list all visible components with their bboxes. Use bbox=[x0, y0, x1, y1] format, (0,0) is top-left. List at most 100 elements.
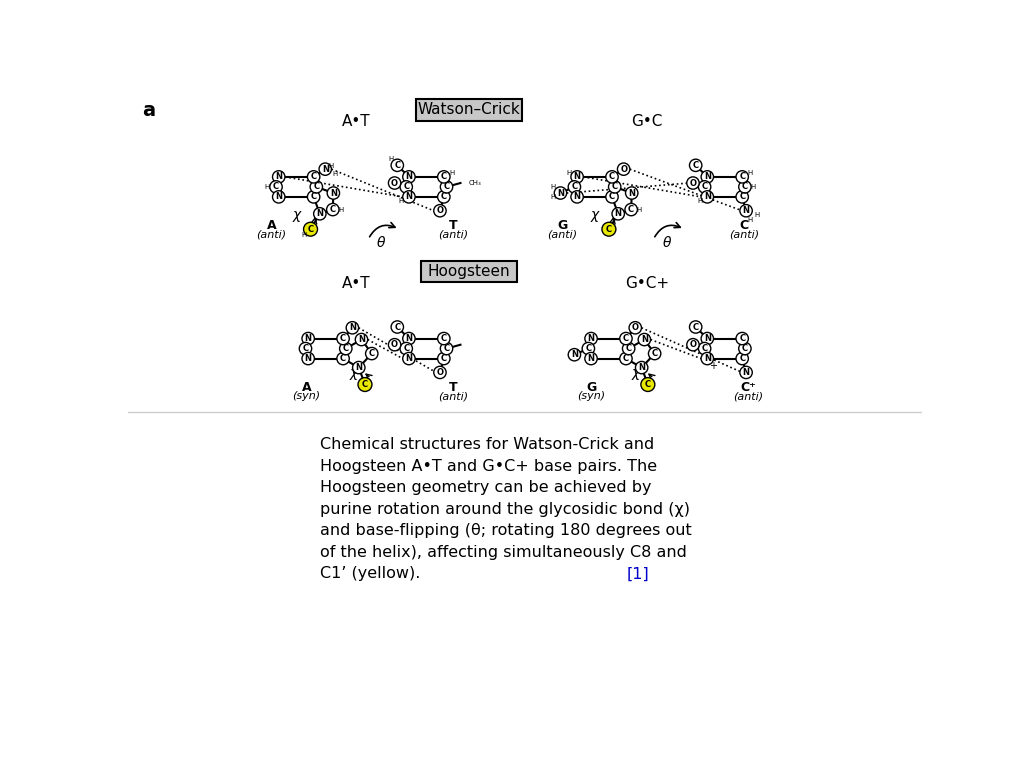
Text: H: H bbox=[264, 184, 269, 190]
Circle shape bbox=[402, 170, 415, 183]
Circle shape bbox=[437, 353, 450, 365]
Text: T: T bbox=[450, 219, 458, 232]
Text: of the helix), affecting simultaneously C8 and: of the helix), affecting simultaneously … bbox=[321, 545, 687, 560]
Text: C: C bbox=[394, 323, 400, 332]
Text: N: N bbox=[703, 172, 711, 181]
Circle shape bbox=[736, 190, 749, 203]
Circle shape bbox=[641, 378, 654, 392]
Circle shape bbox=[554, 187, 566, 199]
Text: O: O bbox=[391, 340, 398, 349]
Circle shape bbox=[623, 343, 635, 355]
Text: A: A bbox=[301, 381, 311, 393]
Text: C: C bbox=[313, 182, 319, 191]
Text: H: H bbox=[550, 184, 555, 190]
Text: (anti): (anti) bbox=[733, 392, 763, 402]
Circle shape bbox=[736, 353, 749, 365]
Text: C: C bbox=[701, 344, 708, 353]
Text: O: O bbox=[632, 323, 639, 333]
Circle shape bbox=[740, 204, 753, 217]
Text: C: C bbox=[394, 161, 400, 170]
Text: C: C bbox=[571, 182, 578, 191]
Text: Watson–Crick: Watson–Crick bbox=[418, 102, 520, 118]
Circle shape bbox=[437, 190, 450, 203]
Circle shape bbox=[648, 347, 660, 359]
Text: H: H bbox=[329, 163, 334, 169]
Circle shape bbox=[437, 333, 450, 345]
Text: N: N bbox=[349, 323, 356, 333]
Circle shape bbox=[388, 177, 400, 189]
Circle shape bbox=[388, 339, 400, 351]
Circle shape bbox=[602, 222, 615, 236]
Circle shape bbox=[402, 333, 415, 345]
Circle shape bbox=[736, 170, 749, 183]
Text: C: C bbox=[701, 182, 708, 191]
Text: C: C bbox=[606, 225, 612, 233]
Text: N: N bbox=[638, 363, 645, 372]
Text: (anti): (anti) bbox=[547, 230, 578, 240]
Circle shape bbox=[608, 180, 621, 193]
Text: H: H bbox=[755, 212, 760, 217]
Text: purine rotation around the glycosidic bond (χ): purine rotation around the glycosidic bo… bbox=[321, 502, 690, 517]
Circle shape bbox=[440, 343, 453, 355]
Circle shape bbox=[636, 362, 648, 374]
Circle shape bbox=[701, 333, 714, 345]
Text: C: C bbox=[440, 354, 446, 363]
Text: and base-flipping (θ; rotating 180 degrees out: and base-flipping (θ; rotating 180 degre… bbox=[321, 523, 692, 538]
Text: C: C bbox=[440, 172, 446, 181]
Circle shape bbox=[302, 353, 314, 365]
FancyBboxPatch shape bbox=[417, 99, 521, 121]
Text: N: N bbox=[305, 334, 311, 343]
Circle shape bbox=[340, 343, 352, 355]
Circle shape bbox=[687, 177, 699, 189]
Text: C: C bbox=[741, 182, 748, 191]
Circle shape bbox=[402, 353, 415, 365]
Text: N: N bbox=[557, 188, 564, 197]
Text: C: C bbox=[302, 344, 308, 353]
Circle shape bbox=[346, 322, 358, 334]
Text: C: C bbox=[623, 354, 629, 363]
Text: (anti): (anti) bbox=[256, 230, 287, 240]
Text: C: C bbox=[739, 192, 745, 201]
Circle shape bbox=[698, 180, 711, 193]
Text: C: C bbox=[443, 344, 450, 353]
Text: N: N bbox=[406, 334, 413, 343]
Circle shape bbox=[303, 222, 317, 236]
Text: (syn): (syn) bbox=[292, 392, 321, 402]
Circle shape bbox=[698, 343, 711, 355]
Text: C: C bbox=[651, 349, 657, 358]
Text: Hoogsteen: Hoogsteen bbox=[428, 264, 510, 279]
Text: G•C+: G•C+ bbox=[626, 276, 670, 290]
Text: C: C bbox=[628, 205, 634, 214]
Text: C: C bbox=[626, 344, 632, 353]
Circle shape bbox=[307, 190, 319, 203]
Text: C: C bbox=[692, 323, 698, 332]
Text: N: N bbox=[358, 335, 365, 344]
Circle shape bbox=[620, 353, 632, 365]
Text: C: C bbox=[623, 334, 629, 343]
Text: C: C bbox=[739, 354, 745, 363]
Circle shape bbox=[701, 190, 714, 203]
Text: N: N bbox=[330, 188, 337, 197]
Text: H: H bbox=[398, 197, 403, 204]
Text: C: C bbox=[340, 354, 346, 363]
Text: N: N bbox=[614, 210, 622, 218]
Text: N: N bbox=[742, 368, 750, 377]
Text: H: H bbox=[338, 207, 343, 213]
Circle shape bbox=[606, 170, 618, 183]
Text: C: C bbox=[330, 205, 336, 214]
Circle shape bbox=[391, 321, 403, 333]
Text: (anti): (anti) bbox=[438, 230, 469, 240]
Text: N: N bbox=[571, 350, 578, 359]
Circle shape bbox=[434, 366, 446, 379]
Text: N: N bbox=[703, 192, 711, 201]
Text: A•T: A•T bbox=[342, 276, 371, 290]
Text: O: O bbox=[436, 207, 443, 215]
Text: N: N bbox=[316, 210, 324, 218]
Text: χ: χ bbox=[591, 208, 599, 223]
Text: N: N bbox=[406, 192, 413, 201]
Circle shape bbox=[313, 207, 326, 220]
Circle shape bbox=[302, 333, 314, 345]
Text: N: N bbox=[641, 335, 648, 344]
Text: H: H bbox=[388, 156, 393, 162]
Text: H: H bbox=[750, 184, 756, 190]
